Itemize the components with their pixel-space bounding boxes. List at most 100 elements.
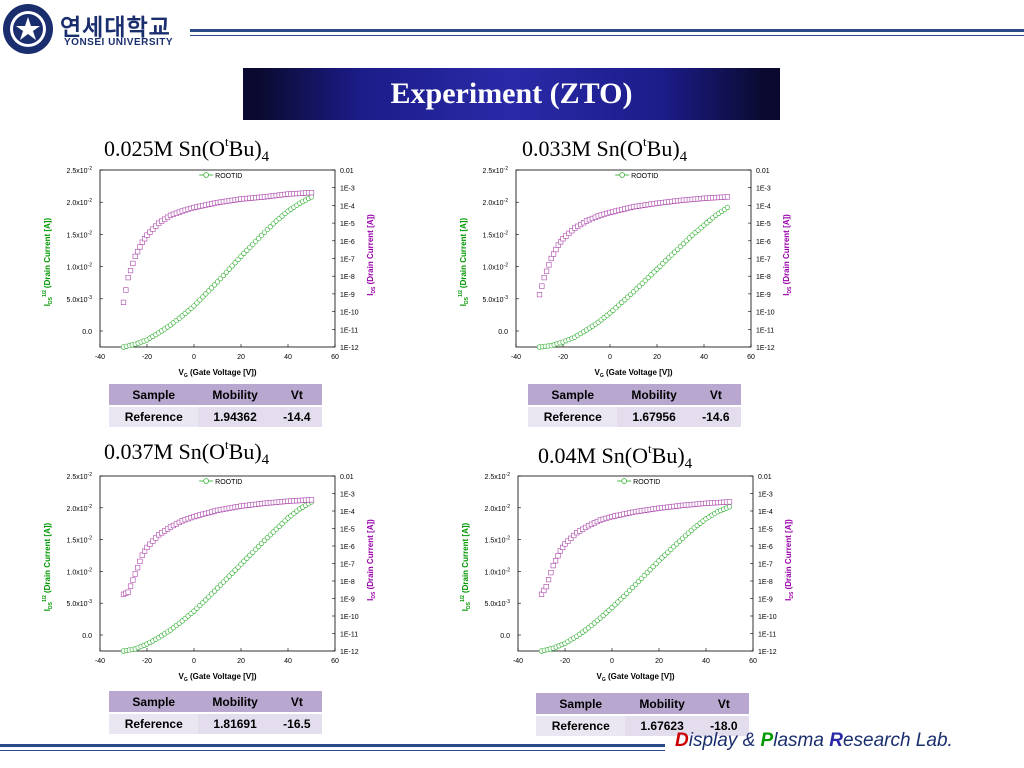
data-point-gm (250, 241, 256, 247)
y-left-axis-label-group: IDS1/2(Drain Current [A]) (458, 218, 470, 307)
y-right-tick-label: 1E-7 (340, 562, 355, 569)
data-point-ids (235, 504, 241, 510)
data-point-gm (550, 645, 556, 651)
data-point-ids (273, 499, 279, 505)
data-point-gm (132, 646, 138, 652)
data-point-ids (176, 209, 182, 215)
x-tick-label: 60 (331, 658, 339, 665)
data-point-gm (162, 326, 168, 332)
data-point-gm (129, 342, 135, 348)
y-right-tick-label: 1E-8 (340, 579, 355, 586)
data-point-ids (698, 195, 704, 202)
data-point-gm (597, 615, 603, 621)
legend-marker (203, 478, 209, 484)
data-point-gm (132, 341, 138, 347)
data-point-ids (150, 538, 156, 544)
data-point-ids (721, 499, 727, 505)
data-point-ids (612, 513, 618, 519)
panel-title-3: 0.037M Sn(OtBu)4 (104, 437, 270, 468)
data-point-ids (580, 526, 586, 532)
data-point-ids (610, 209, 616, 215)
data-point-ids (574, 530, 580, 536)
data-point-ids (253, 195, 259, 201)
y-right-axis-label: IDS (Drain Current [A]) (366, 214, 377, 296)
x-tick-label: 40 (702, 658, 710, 665)
data-point-ids (217, 199, 224, 205)
data-point-gm (297, 506, 303, 512)
data-point-ids (156, 220, 162, 226)
y-right-axis-label: IDS (Drain Current [A]) (784, 519, 795, 601)
data-point-ids (300, 190, 306, 196)
data-point-gm (267, 224, 273, 230)
data-point-gm (123, 647, 130, 654)
y-left-tick-label: 2.5x10-2 (67, 472, 93, 481)
y-right-tick-label: 1E-4 (340, 509, 355, 516)
data-point-ids (642, 202, 648, 208)
data-point-gm (627, 587, 633, 594)
data-point-ids (603, 515, 609, 521)
x-tick-label: 60 (749, 658, 757, 665)
data-point-ids (235, 196, 241, 203)
y-right-tick-label: 1E-5 (756, 221, 771, 228)
y-right-tick-label: 1E-4 (758, 509, 773, 516)
data-point-gm (610, 307, 616, 313)
data-point-ids (167, 524, 174, 530)
y-right-tick-label: 1E-9 (758, 597, 773, 604)
data-point-gm (159, 328, 165, 334)
y-right-tick-label: 1E-12 (756, 345, 775, 352)
data-point-gm (270, 529, 276, 535)
data-point-ids (191, 204, 197, 211)
col-header-vt: Vt (690, 384, 741, 407)
col-header-vt: Vt (271, 384, 322, 407)
data-point-gm (173, 622, 179, 629)
data-point-ids (153, 535, 159, 541)
data-point-ids (710, 195, 716, 201)
data-point-ids (214, 199, 221, 206)
y-right-axis-label-group: IDS (Drain Current [A]) (366, 519, 377, 601)
plot-frame (99, 169, 336, 348)
data-point-gm (182, 615, 188, 622)
data-point-gm (719, 208, 725, 215)
data-point-ids (560, 236, 566, 242)
data-point-gm (559, 641, 565, 648)
data-point-ids (294, 498, 300, 504)
data-point-gm (147, 335, 153, 341)
y-right-tick-label: 1E-5 (340, 527, 355, 534)
data-point-gm (577, 631, 583, 637)
data-point-gm (548, 342, 554, 349)
data-point-ids (677, 197, 684, 204)
data-point-ids (303, 190, 309, 196)
data-point-ids (241, 503, 247, 509)
data-point-ids (665, 504, 671, 510)
y-left-tick-label: 2.0x10-2 (485, 504, 511, 513)
data-point-ids (624, 510, 630, 517)
data-point-ids (636, 203, 642, 209)
data-point-gm (164, 324, 171, 330)
data-point-ids (250, 195, 256, 201)
data-point-gm (586, 325, 593, 331)
data-point-gm (305, 501, 312, 507)
data-point-ids (232, 504, 238, 510)
data-point-ids (592, 214, 598, 220)
data-point-gm (270, 221, 276, 227)
data-point-ids (553, 246, 559, 253)
lab-name: Display & Plasma Research Lab. (675, 730, 953, 751)
y-right-tick-label: 1E-9 (340, 292, 355, 299)
data-point-ids (220, 199, 226, 205)
data-point-ids (162, 528, 168, 534)
data-point-gm (536, 344, 543, 350)
data-point-ids (541, 275, 547, 281)
data-point-ids (179, 208, 185, 214)
y-left-tick-label: 2.0x10-2 (67, 198, 93, 207)
data-point-gm (583, 327, 590, 333)
data-point-ids (223, 198, 229, 204)
data-point-gm (141, 642, 147, 648)
data-point-gm (305, 195, 312, 202)
data-point-ids (618, 512, 624, 518)
data-point-gm (258, 232, 265, 238)
data-point-ids (120, 591, 127, 597)
data-point-gm (569, 335, 575, 341)
data-point-gm (194, 605, 200, 611)
y-right-tick-label: 1E-3 (756, 186, 771, 193)
data-point-ids (194, 204, 200, 210)
